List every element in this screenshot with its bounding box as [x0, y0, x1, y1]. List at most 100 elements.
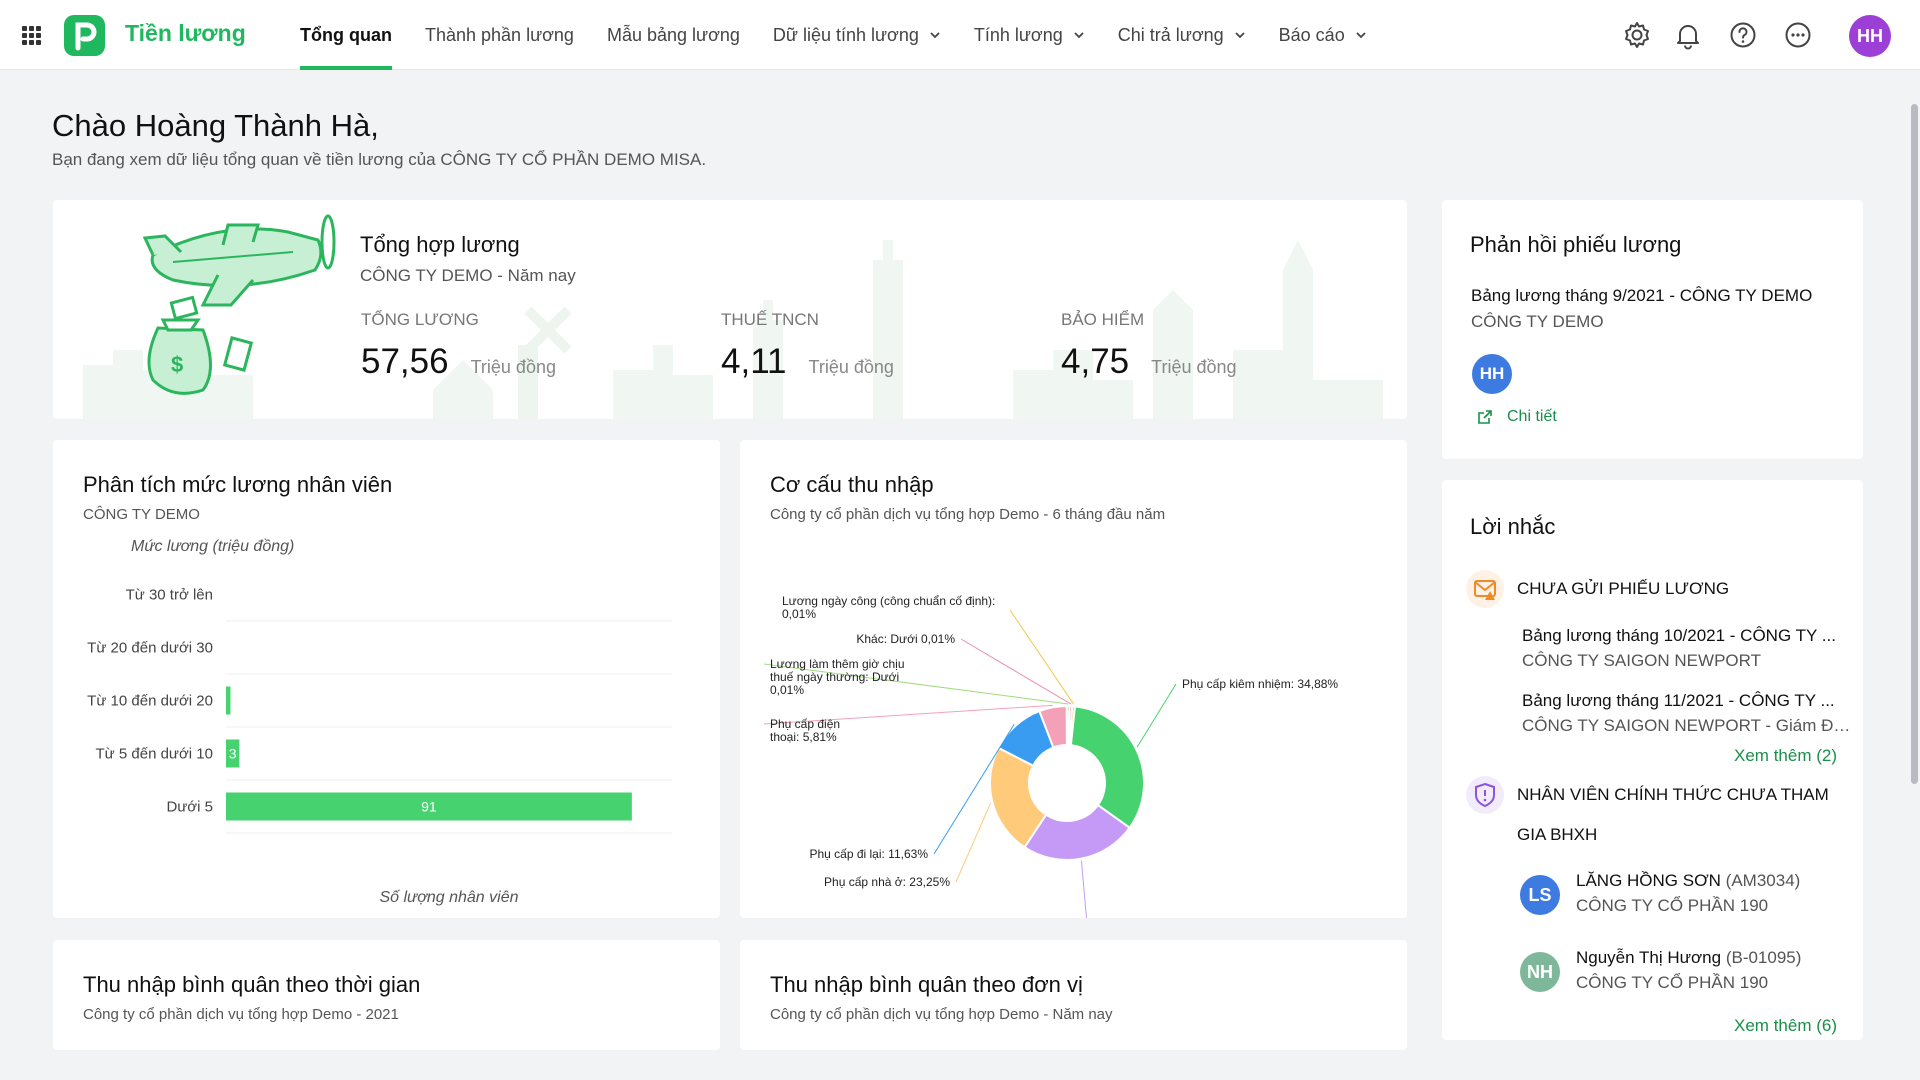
reminder-item-sub: CÔNG TY SAIGON NEWPORT - Giám Đố...	[1522, 716, 1852, 735]
label-leader-line	[933, 723, 1015, 855]
employee-name: LĂNG HỒNG SƠN	[1576, 871, 1721, 890]
reminder-section-title: NHÂN VIÊN CHÍNH THỨC CHƯA THAM GIA BHXH	[1517, 775, 1829, 855]
donut-slice	[1068, 705, 1077, 747]
chevron-down-icon	[1235, 32, 1245, 39]
bar	[226, 686, 231, 715]
app-logo[interactable]	[64, 15, 105, 56]
metric-unit: Triệu đồng	[1151, 357, 1237, 377]
avatar: NH	[1520, 952, 1560, 992]
metric-value: 4,11	[721, 342, 787, 381]
metric-total-salary: Tổng lương 57,56 Triệu đồng	[361, 310, 556, 382]
see-more-link[interactable]: Xem thêm (6)	[1734, 1016, 1837, 1035]
nav-item-label: Dữ liệu tính lương	[772, 24, 919, 45]
detail-link-label: Chi tiết	[1507, 408, 1557, 425]
y-axis-title: Mức lương (triệu đồng)	[131, 538, 294, 555]
reminder-section-title: CHƯA GỬI PHIẾU LƯƠNG	[1517, 579, 1730, 598]
nav-item[interactable]: Mẫu bảng lương	[607, 0, 740, 70]
slice-label-line: 0,01%	[782, 607, 816, 621]
label-leader-line	[1136, 683, 1177, 748]
see-more-link[interactable]: Xem thêm (2)	[1734, 746, 1837, 765]
donut-slice	[1023, 803, 1132, 861]
donut-slice	[1066, 704, 1145, 830]
nav-item-label: Tính lương	[973, 24, 1063, 45]
reminder-item-title: Bảng lương tháng 11/2021 - CÔNG TY ...	[1522, 691, 1835, 710]
slice-label-line: thuế ngày thường: Dưới	[770, 670, 899, 684]
employee-item[interactable]: Nguyễn Thị Hương (B-01095) CÔNG TY CỔ PH…	[1576, 948, 1801, 993]
slice-label-line: Khác: Dưới 0,01%	[856, 632, 955, 646]
nav-item[interactable]: Báo cáo	[1279, 0, 1367, 70]
reminder-item[interactable]: Bảng lương tháng 11/2021 - CÔNG TY ... C…	[1522, 691, 1852, 736]
nav-item-label: Thành phần lương	[424, 24, 574, 45]
nav-item[interactable]: Tính lương	[974, 0, 1085, 70]
help-icon[interactable]	[1728, 20, 1758, 50]
chevron-down-icon	[1356, 32, 1366, 39]
avatar: HH	[1472, 354, 1512, 394]
card-subtitle: Công ty cổ phần dịch vụ tổng hợp Demo - …	[770, 506, 1166, 523]
nav-item[interactable]: Dữ liệu tính lương	[773, 0, 941, 70]
greeting-title: Chào Hoàng Thành Hà,	[52, 108, 379, 143]
user-avatar[interactable]: HH	[1849, 15, 1891, 57]
app-name[interactable]: Tiền lương	[125, 20, 246, 46]
reminder-item-title: Bảng lương tháng 10/2021 - CÔNG TY ...	[1522, 626, 1836, 645]
greeting-subtitle: Bạn đang xem dữ liệu tổng quan về tiền l…	[52, 150, 707, 169]
app-grid-icon[interactable]	[20, 24, 44, 48]
metric-label: Tổng lương	[361, 310, 479, 329]
more-icon[interactable]	[1783, 20, 1813, 50]
metric-label: Bảo hiểm	[1061, 310, 1145, 329]
slice-label: Khác: Dưới 0,01%	[856, 632, 955, 646]
bell-icon[interactable]	[1673, 20, 1703, 50]
label-leader-line	[763, 663, 1069, 705]
salary-analysis-card: Phân tích mức lương nhân viên CÔNG TY DE…	[53, 440, 720, 918]
nav-item-label: Tổng quan	[300, 24, 392, 45]
metric-income-tax: Thuế TNCN 4,11 Triệu đồng	[721, 310, 894, 382]
slice-label: Phụ cấp kiêm nhiệm: 34,88%	[1182, 677, 1338, 691]
top-navbar: Tiền lương Tổng quan Thành phần lương Mẫu …	[0, 0, 1920, 70]
label-leader-line	[1080, 860, 1087, 918]
employee-name: Nguyễn Thị Hương	[1576, 948, 1722, 967]
payslip-feedback-card: Phản hồi phiếu lương Bảng lương tháng 9/…	[1442, 200, 1863, 459]
slice-label-line: Phụ cấp đi lại: 11,63%	[809, 847, 928, 861]
label-leader-line	[955, 802, 992, 883]
summary-subtitle: CÔNG TY DEMO - Năm nay	[360, 266, 576, 285]
gear-icon[interactable]	[1622, 20, 1652, 50]
salary-summary-card: $ Tổng hợp lương CÔNG TY DEMO - Năm nay …	[53, 200, 1407, 419]
employee-company: CÔNG TY CỔ PHẦN 190	[1576, 973, 1769, 992]
avg-income-unit-card: Thu nhập bình quân theo đơn vị Công ty c…	[740, 940, 1407, 1050]
nav-item[interactable]: Tổng quan	[300, 0, 392, 70]
avg-income-time-card: Thu nhập bình quân theo thời gian Công t…	[53, 940, 720, 1050]
slice-label: Phụ cấp nhà ở: 23,25%	[824, 875, 950, 889]
card-title: Thu nhập bình quân theo thời gian	[83, 972, 421, 997]
card-subtitle: CÔNG TY DEMO	[83, 506, 200, 523]
chevron-down-icon	[1074, 32, 1084, 39]
nav-item-label: Chi trả lương	[1117, 24, 1224, 45]
money-bag-illustration: $	[147, 295, 254, 395]
card-title: Thu nhập bình quân theo đơn vị	[770, 972, 1083, 997]
slice-label: Phụ cấp đi lại: 11,63%	[809, 847, 928, 861]
city-skyline-illustration: $	[83, 214, 1383, 419]
nav-item[interactable]: Chi trả lương	[1118, 0, 1246, 70]
card-subtitle: Công ty cổ phần dịch vụ tổng hợp Demo - …	[83, 1006, 399, 1023]
slice-label-line: Phụ cấp điện	[770, 717, 840, 731]
summary-title: Tổng hợp lương	[360, 232, 520, 257]
category-label: Từ 20 đến dưới 30	[87, 640, 213, 657]
feedback-detail-link[interactable]: Chi tiết	[1477, 408, 1557, 426]
nav-item-label: Báo cáo	[1278, 24, 1345, 45]
feedback-item-title[interactable]: Bảng lương tháng 9/2021 - CÔNG TY DEMO	[1471, 286, 1813, 305]
reminder-item-sub: CÔNG TY SAIGON NEWPORT	[1522, 651, 1761, 670]
employee-item[interactable]: LĂNG HỒNG SƠN (AM3034) CÔNG TY CỔ PHẦN 1…	[1576, 871, 1800, 916]
reminder-item[interactable]: Bảng lương tháng 10/2021 - CÔNG TY ... C…	[1522, 626, 1852, 671]
section-title-line: NHÂN VIÊN CHÍNH THỨC CHƯA THAM	[1517, 785, 1829, 804]
slice-label-line: Phụ cấp nhà ở: 23,25%	[824, 875, 950, 889]
nav-item[interactable]: Thành phần lương	[425, 0, 574, 70]
category-label: Từ 30 trở lên	[126, 587, 213, 604]
employee-code: (B-01095)	[1725, 948, 1802, 967]
metric-value: 4,75	[1061, 342, 1130, 381]
scrollbar-thumb[interactable]	[1911, 104, 1918, 784]
section-title-line: GIA BHXH	[1517, 825, 1598, 844]
salary-bar-chart: Mức lương (triệu đồng) Từ 30 trở lên Từ 20…	[87, 538, 672, 906]
chevron-down-icon	[930, 32, 940, 39]
slice-label-line: Phụ cấp kiêm nhiệm: 34,88%	[1182, 677, 1338, 691]
feedback-item-company: CÔNG TY DEMO	[1471, 312, 1604, 331]
category-label: Từ 10 đến dưới 20	[87, 693, 213, 710]
income-donut-chart: Phụ cấp kiêm nhiệm: 34,88%Quà lễ tết: 24…	[763, 594, 1338, 918]
